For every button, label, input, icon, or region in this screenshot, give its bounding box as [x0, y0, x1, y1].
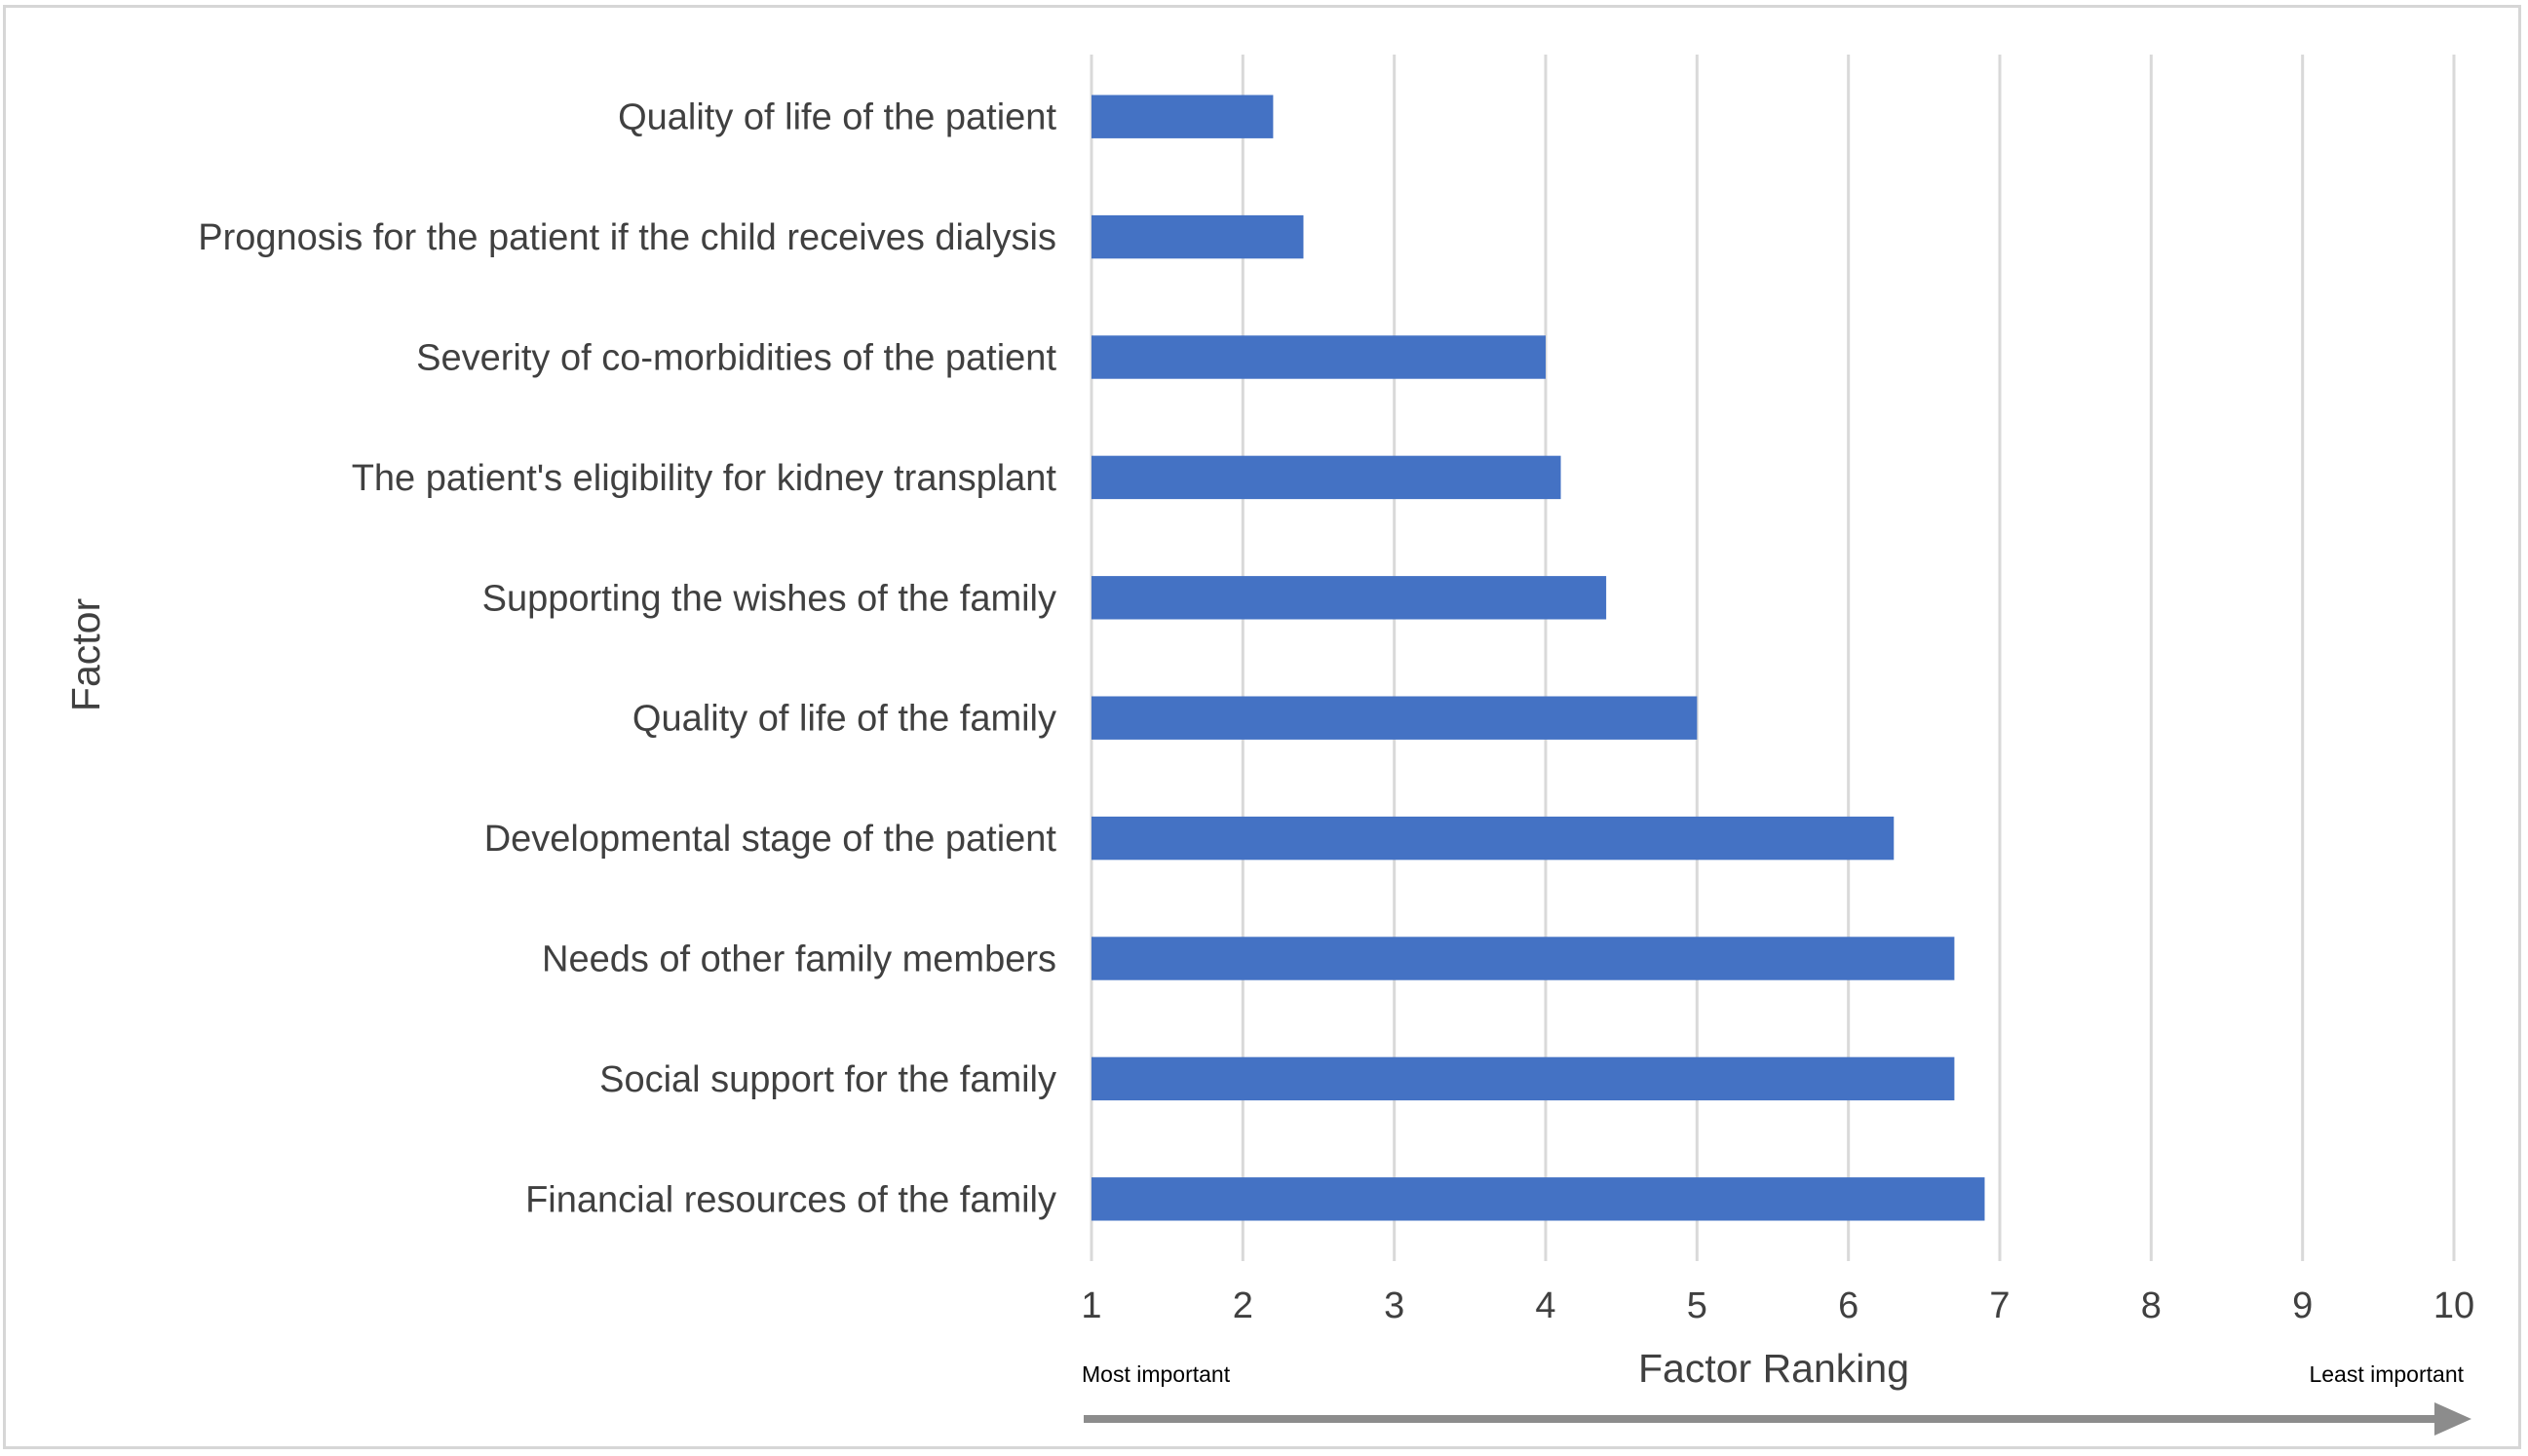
category-label: Social support for the family	[599, 1059, 1056, 1100]
x-tick-label: 9	[2292, 1285, 2313, 1326]
y-axis-title: Factor	[63, 598, 108, 711]
bar	[1092, 1056, 1955, 1101]
x-tick-label: 10	[2433, 1285, 2474, 1326]
category-label: Severity of co-morbidities of the patien…	[416, 338, 1056, 379]
bar	[1092, 455, 1561, 500]
x-tick-label: 3	[1384, 1285, 1404, 1326]
bar	[1092, 1177, 1985, 1221]
x-axis-title: Factor Ranking	[1638, 1346, 1909, 1391]
x-tick-labels: 1 2 3 4 5 6 7 8 9 10	[1081, 1285, 2474, 1326]
bar	[1092, 816, 1895, 861]
category-label: Quality of life of the family	[632, 699, 1056, 740]
importance-arrow	[1084, 1402, 2471, 1436]
bar	[1092, 937, 1955, 980]
bars	[1092, 95, 1985, 1221]
bar	[1092, 696, 1698, 740]
bar	[1092, 214, 1304, 259]
category-label: Quality of life of the patient	[618, 97, 1056, 138]
x-tick-label: 4	[1535, 1285, 1555, 1326]
x-tick-label: 7	[1989, 1285, 2010, 1326]
x-tick-label: 1	[1081, 1285, 1101, 1326]
bar	[1092, 335, 1546, 379]
bar	[1092, 576, 1607, 620]
category-label: Developmental stage of the patient	[484, 819, 1057, 860]
category-label: Financial resources of the family	[525, 1179, 1056, 1220]
bar	[1092, 95, 1274, 138]
x-tick-label: 5	[1687, 1285, 1707, 1326]
arrow-head-icon	[2434, 1402, 2471, 1436]
least-important-label: Least important	[2309, 1361, 2464, 1387]
x-tick-label: 6	[1838, 1285, 1858, 1326]
most-important-label: Most important	[1082, 1361, 1231, 1387]
x-tick-label: 2	[1233, 1285, 1253, 1326]
category-label: Supporting the wishes of the family	[482, 578, 1056, 619]
x-tick-label: 8	[2141, 1285, 2162, 1326]
category-label: The patient's eligibility for kidney tra…	[352, 458, 1057, 499]
category-label: Prognosis for the patient if the child r…	[198, 217, 1056, 258]
category-labels: Quality of life of the patient Prognosis …	[198, 97, 1056, 1221]
category-label: Needs of other family members	[542, 939, 1056, 980]
